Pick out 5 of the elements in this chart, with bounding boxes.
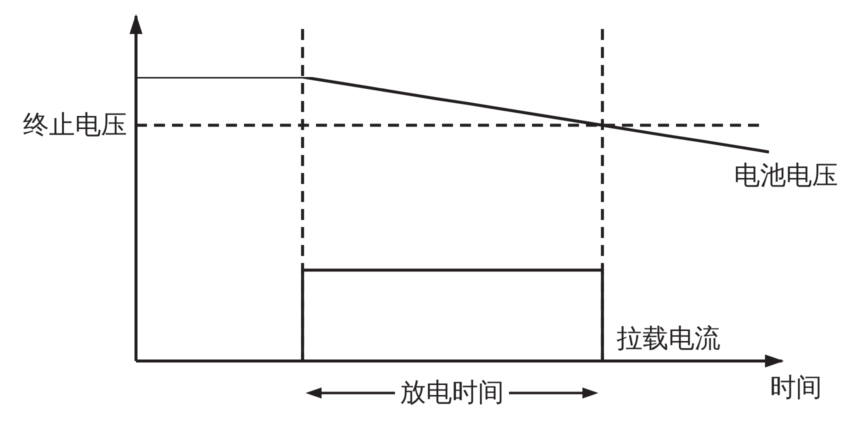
x-axis-title: 时间 xyxy=(770,373,822,403)
text: 放电时间 xyxy=(400,378,504,408)
series-label: 拉载电流 xyxy=(616,324,720,354)
ref-line-label: 终止电压 xyxy=(23,110,127,140)
series-label: 电池电压 xyxy=(734,160,838,191)
